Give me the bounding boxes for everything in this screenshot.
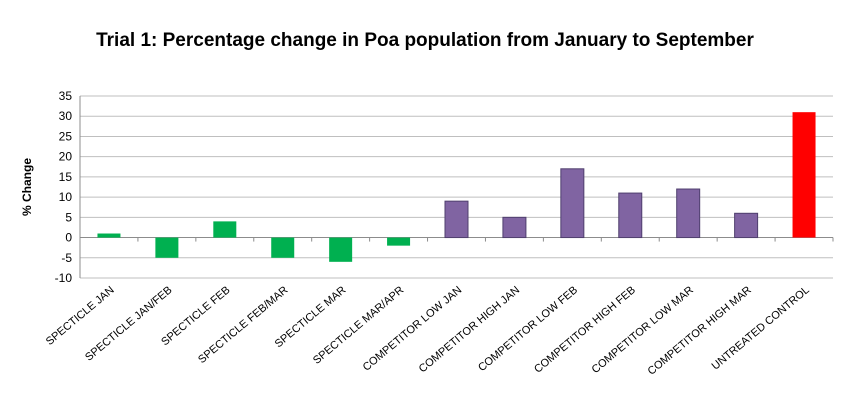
- x-tick-label: COMPETITOR LOW JAN: [361, 284, 465, 374]
- bar-specticle-jan: [97, 233, 121, 238]
- bar-specticle-feb-mar: [271, 237, 295, 258]
- axes: [79, 96, 834, 278]
- bar-untreated-control: [792, 112, 816, 238]
- y-tick-label: 0: [65, 231, 72, 245]
- bar-specticle-feb: [213, 221, 237, 238]
- y-tick-label: 15: [59, 170, 73, 184]
- chart-title: Trial 1: Percentage change in Poa popula…: [96, 30, 754, 51]
- y-tick-label: -5: [61, 251, 72, 265]
- bar-competitor-high-jan: [502, 216, 527, 239]
- x-tick-label: COMPETITOR HIGH JAN: [417, 284, 522, 375]
- bar-competitor-low-feb: [560, 168, 585, 239]
- bar-specticle-mar-apr: [387, 237, 411, 246]
- x-tick-label: COMPETITOR LOW MAR: [590, 284, 696, 376]
- y-tick-labels: 35 30 25 20 15 10 5 0 -5 -10: [55, 89, 73, 285]
- bar-specticle-jan-feb: [155, 237, 179, 258]
- gridlines: [80, 95, 833, 279]
- x-tick-label: UNTREATED CONTROL: [710, 284, 812, 372]
- x-tick-label: COMPETITOR HIGH FEB: [532, 284, 638, 376]
- y-tick-label: 5: [65, 210, 72, 224]
- bar-specticle-mar: [329, 237, 353, 262]
- y-tick-label: 10: [59, 190, 73, 204]
- bar-competitor-low-jan: [444, 200, 469, 239]
- bars: [97, 112, 816, 262]
- y-tick-label: -10: [55, 271, 73, 285]
- y-tick-label: 20: [59, 150, 73, 164]
- x-tick-label: COMPETITOR HIGH MAR: [646, 284, 754, 378]
- x-tick-label: COMPETITOR LOW FEB: [476, 284, 580, 374]
- y-axis-label: % Change: [20, 158, 34, 216]
- bar-competitor-low-mar: [676, 188, 701, 239]
- y-tick-label: 25: [59, 129, 73, 143]
- y-tick-label: 35: [59, 89, 73, 103]
- bar-competitor-high-mar: [734, 212, 759, 239]
- bar-competitor-high-feb: [618, 192, 643, 239]
- y-tick-label: 30: [59, 109, 73, 123]
